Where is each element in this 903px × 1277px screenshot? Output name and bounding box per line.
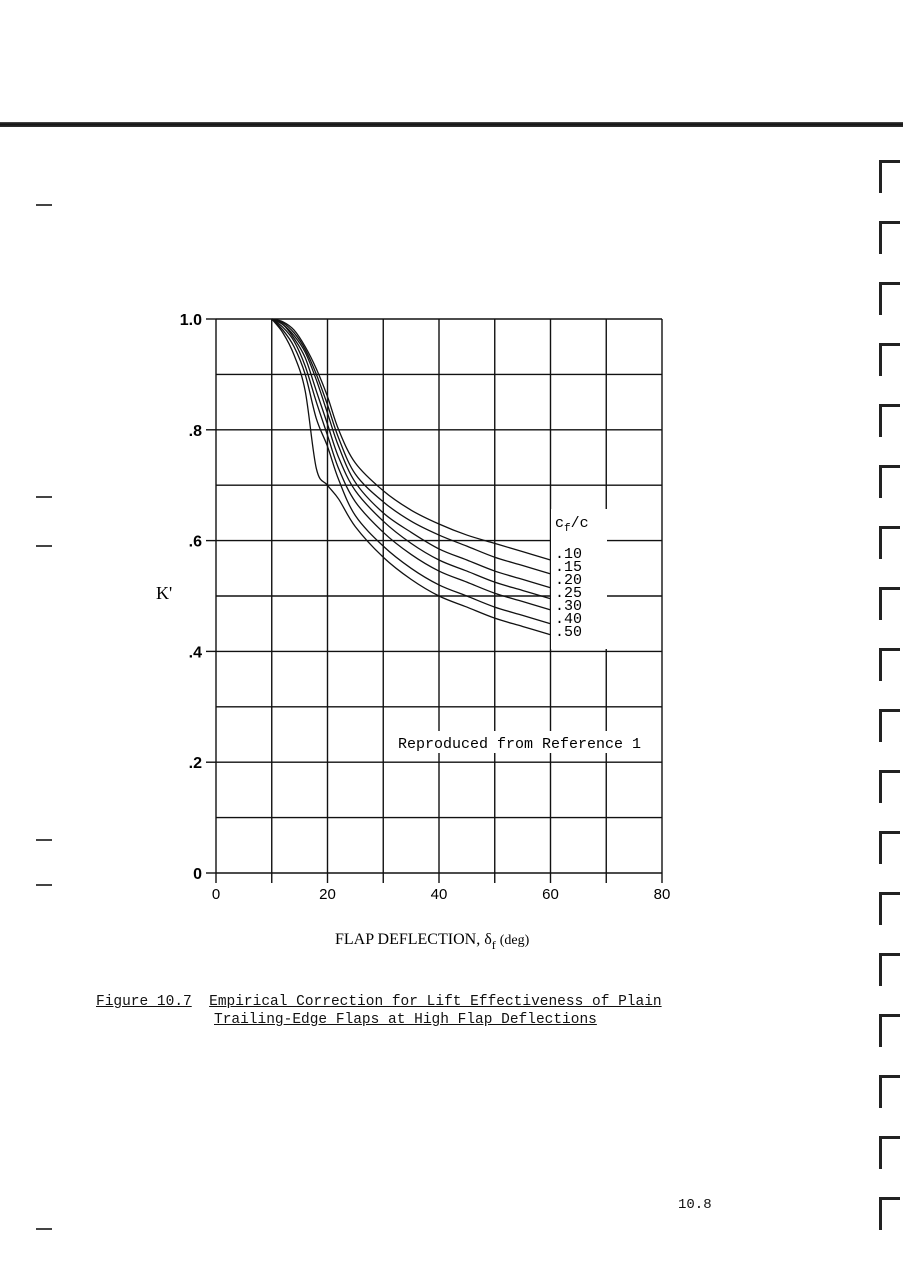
y-tick-label: 1.0 <box>180 312 202 329</box>
series-line-30 <box>271 318 551 611</box>
binder-hole <box>879 282 900 315</box>
binder-hole <box>879 160 900 193</box>
figure-label: Figure 10.7 <box>96 994 192 1010</box>
x-tick-label: 40 <box>431 886 448 903</box>
y-axis-label: K' <box>156 583 172 603</box>
top-rule <box>0 122 903 127</box>
y-tick-label: .8 <box>189 423 202 440</box>
x-tick-label: 20 <box>319 886 336 903</box>
caption-line-2: Trailing-Edge Flaps at High Flap Deflect… <box>214 1012 597 1028</box>
series-line-20 <box>271 318 551 589</box>
y-tick-label: .6 <box>189 534 202 551</box>
binder-hole <box>879 526 900 559</box>
margin-mark <box>36 545 52 547</box>
binder-hole <box>879 953 900 986</box>
chart-legend: cf/c .10.15.20.25.30.40.50 <box>555 515 589 641</box>
legend-entry: .15 <box>555 559 582 576</box>
legend-background <box>551 509 607 649</box>
caption-line-1: Empirical Correction for Lift Effectiven… <box>209 994 662 1010</box>
binder-hole <box>879 404 900 437</box>
legend-entry: .25 <box>555 585 582 602</box>
y-tick-label: .4 <box>189 644 202 661</box>
margin-mark <box>36 496 52 498</box>
legend-entry: .40 <box>555 611 582 628</box>
series-line-40 <box>271 318 551 625</box>
chart-curves <box>271 318 551 636</box>
legend-entry: .10 <box>555 546 582 563</box>
binder-hole <box>879 1075 900 1108</box>
annotation-background <box>393 731 651 753</box>
series-line-50 <box>271 318 551 636</box>
binder-hole <box>879 648 900 681</box>
y-tick-label: .2 <box>189 755 202 772</box>
binder-hole <box>879 709 900 742</box>
binder-holes <box>871 160 903 1277</box>
binder-hole <box>879 831 900 864</box>
y-tick-label: 0 <box>193 866 202 883</box>
series-line-10 <box>271 318 551 561</box>
series-line-15 <box>271 318 551 575</box>
x-tick-label: 80 <box>654 886 671 903</box>
legend-entry: .20 <box>555 572 582 589</box>
legend-title: cf/c <box>555 515 589 535</box>
binder-hole <box>879 1197 900 1230</box>
page-number: 10.8 <box>678 1197 712 1213</box>
margin-mark <box>36 204 52 206</box>
binder-hole <box>879 221 900 254</box>
annotation-text: Reproduced from Reference 1 <box>398 736 641 753</box>
x-tick-label: 60 <box>542 886 559 903</box>
legend-entry: .50 <box>555 624 582 641</box>
binder-hole <box>879 465 900 498</box>
binder-hole <box>879 1136 900 1169</box>
figure-caption: Figure 10.7 Empirical Correction for Lif… <box>96 993 662 1029</box>
binder-hole <box>879 770 900 803</box>
chart-ticks: 0 .2 .4 .6 .8 1.0 0 20 40 60 80 <box>180 312 671 903</box>
x-tick-label: 0 <box>212 886 220 903</box>
margin-mark <box>36 884 52 886</box>
binder-hole <box>879 1014 900 1047</box>
binder-hole <box>879 343 900 376</box>
legend-entry: .30 <box>555 598 582 615</box>
x-axis-label: FLAP DEFLECTION, δf (deg) <box>335 931 530 952</box>
series-line-25 <box>271 318 551 600</box>
binder-hole <box>879 587 900 620</box>
binder-hole <box>879 892 900 925</box>
margin-mark <box>36 839 52 841</box>
margin-mark <box>36 1228 52 1230</box>
